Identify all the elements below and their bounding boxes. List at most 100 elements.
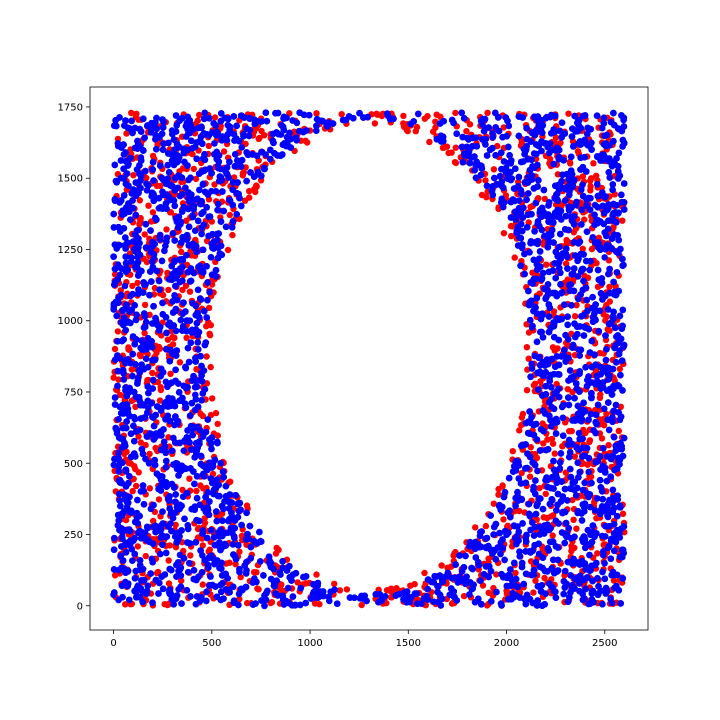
- scatter-point: [537, 378, 544, 385]
- scatter-point: [165, 557, 172, 564]
- scatter-point: [546, 155, 554, 163]
- scatter-point: [482, 522, 490, 530]
- scatter-point: [516, 427, 523, 434]
- scatter-point: [571, 453, 579, 460]
- scatter-point: [191, 227, 199, 234]
- scatter-point: [523, 387, 531, 394]
- scatter-point: [157, 182, 164, 190]
- scatter-point: [114, 328, 122, 335]
- scatter-point: [162, 549, 170, 557]
- scatter-point: [598, 532, 606, 540]
- scatter-point: [518, 227, 526, 235]
- scatter-point: [439, 144, 447, 151]
- scatter-point: [172, 521, 179, 529]
- scatter-point: [142, 552, 149, 560]
- scatter-point: [594, 181, 601, 188]
- scatter-point: [165, 286, 172, 294]
- scatter-point: [206, 546, 213, 553]
- scatter-point: [178, 248, 185, 256]
- scatter-point: [358, 601, 365, 609]
- scatter-point: [311, 600, 319, 607]
- scatter-point: [141, 231, 148, 238]
- scatter-point: [297, 584, 305, 592]
- scatter-point: [562, 567, 569, 575]
- scatter-point: [209, 395, 216, 402]
- plot-area: [110, 109, 628, 610]
- scatter-point: [619, 217, 626, 224]
- scatter-point: [193, 319, 201, 327]
- scatter-point: [244, 599, 251, 607]
- scatter-point: [111, 196, 119, 203]
- scatter-point: [178, 577, 185, 584]
- scatter-point: [269, 137, 277, 145]
- scatter-point: [582, 364, 589, 371]
- scatter-point: [549, 440, 557, 447]
- scatter-point: [515, 173, 523, 181]
- scatter-point: [532, 577, 539, 584]
- scatter-point: [400, 112, 407, 120]
- scatter-point: [145, 389, 152, 397]
- scatter-point: [115, 376, 122, 383]
- scatter-point: [125, 160, 132, 168]
- scatter-point: [569, 417, 576, 424]
- scatter-point: [157, 162, 164, 169]
- scatter-point: [160, 140, 167, 147]
- scatter-point: [550, 512, 557, 519]
- scatter-point: [147, 227, 154, 234]
- scatter-point: [460, 592, 468, 600]
- scatter-point: [387, 588, 394, 595]
- scatter-point: [253, 569, 260, 576]
- scatter-point: [229, 541, 237, 548]
- scatter-point: [123, 130, 130, 137]
- scatter-point: [508, 232, 515, 240]
- scatter-point: [607, 555, 615, 562]
- scatter-point: [507, 566, 514, 573]
- scatter-point: [577, 346, 585, 354]
- scatter-point: [193, 487, 200, 495]
- scatter-point: [176, 359, 184, 366]
- scatter-point: [293, 119, 301, 127]
- scatter-point: [194, 339, 202, 346]
- scatter-point: [415, 110, 422, 118]
- scatter-point: [229, 201, 236, 209]
- scatter-point: [336, 587, 344, 594]
- scatter-point: [179, 486, 186, 494]
- scatter-point: [400, 120, 407, 127]
- scatter-point: [548, 226, 556, 234]
- scatter-point: [163, 226, 170, 233]
- scatter-point: [162, 479, 170, 486]
- scatter-point: [110, 374, 117, 381]
- scatter-point: [566, 428, 573, 435]
- scatter-point: [212, 409, 220, 417]
- scatter-point: [546, 500, 554, 508]
- scatter-point: [573, 380, 580, 387]
- scatter-point: [125, 346, 132, 353]
- scatter-point: [240, 169, 247, 176]
- scatter-point: [135, 469, 142, 476]
- scatter-point: [246, 187, 253, 195]
- scatter-point: [609, 486, 617, 494]
- scatter-point: [551, 450, 558, 457]
- scatter-point: [580, 399, 587, 407]
- scatter-point: [490, 500, 497, 507]
- scatter-point: [164, 336, 172, 343]
- scatter-point: [179, 286, 186, 294]
- scatter-point: [556, 465, 564, 472]
- scatter-point: [186, 475, 193, 482]
- scatter-point: [583, 296, 590, 304]
- scatter-point: [421, 569, 428, 577]
- scatter-point: [167, 370, 174, 377]
- scatter-point: [573, 525, 580, 532]
- scatter-point: [129, 557, 136, 564]
- scatter-point: [131, 463, 138, 470]
- scatter-point: [199, 530, 206, 537]
- scatter-point: [586, 266, 593, 274]
- scatter-point: [586, 503, 594, 511]
- scatter-point: [196, 111, 203, 119]
- scatter-point: [207, 573, 214, 580]
- scatter-point: [199, 412, 206, 420]
- scatter-point: [611, 344, 618, 352]
- scatter-point: [616, 365, 624, 373]
- scatter-point: [483, 194, 490, 201]
